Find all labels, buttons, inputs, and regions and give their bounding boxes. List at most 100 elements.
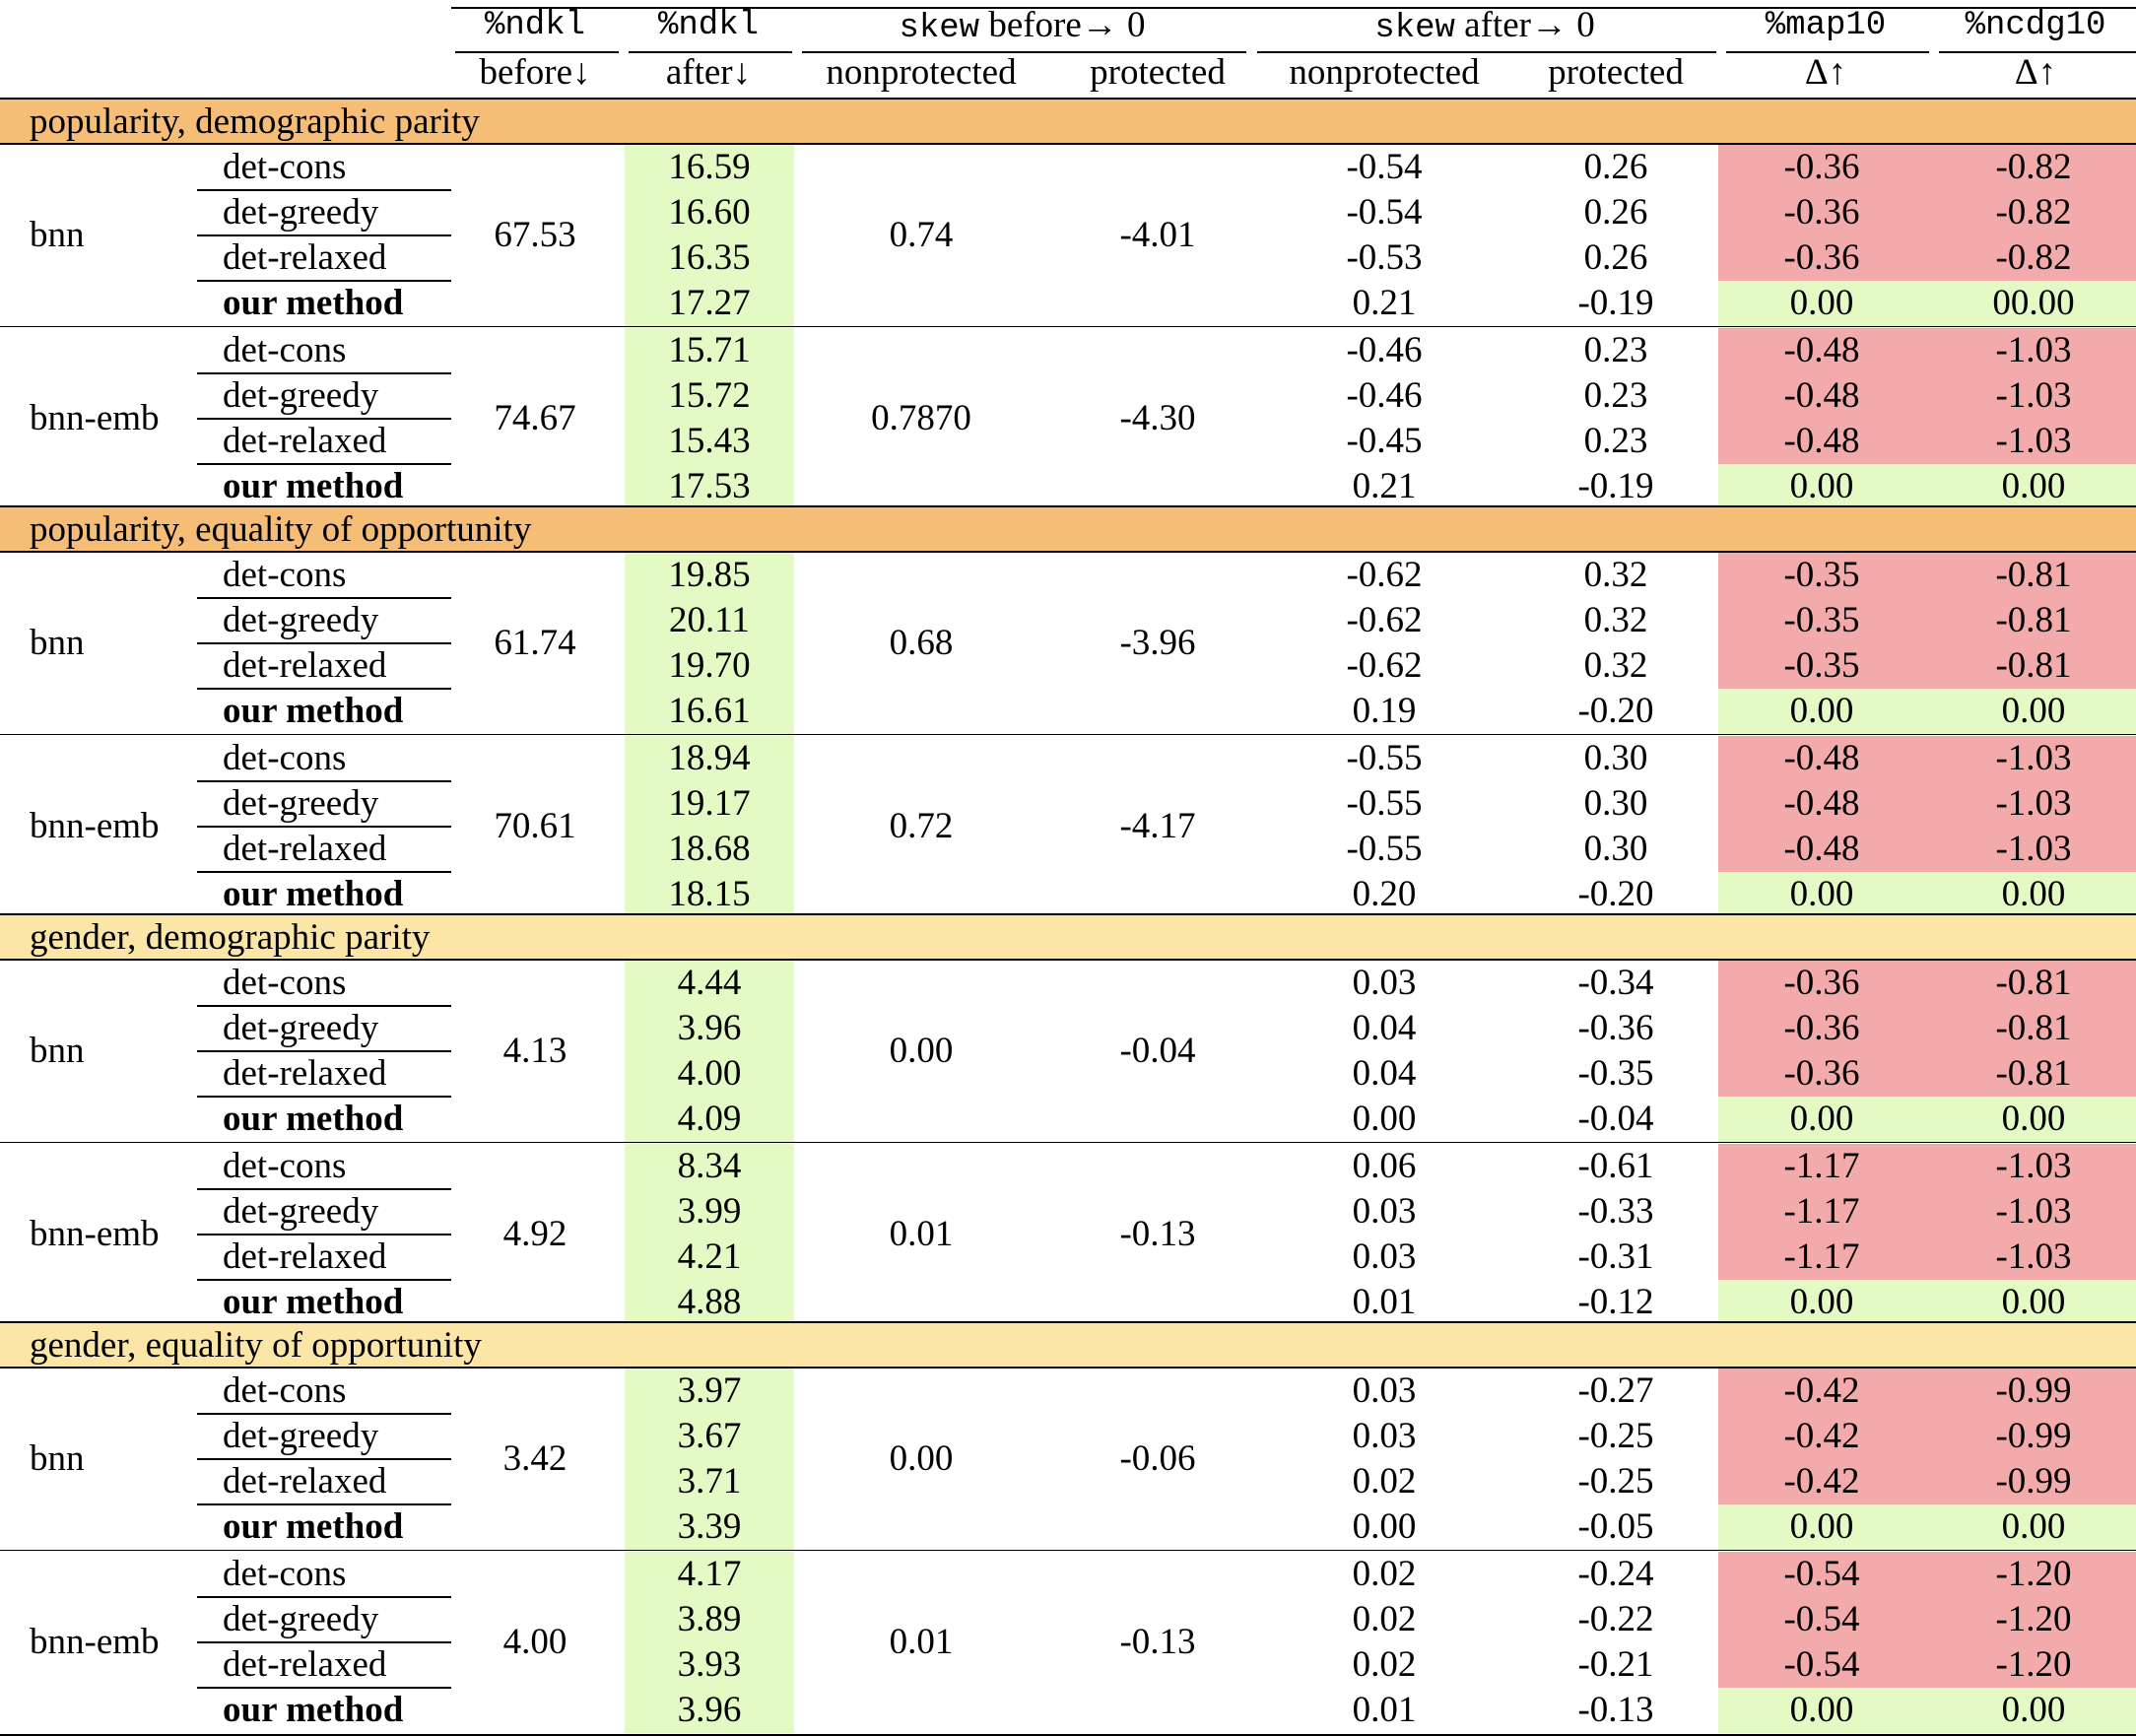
- method-name: det-relaxed: [223, 1053, 387, 1094]
- delta-red-highlight: [1718, 1144, 2136, 1280]
- section-rule: [0, 98, 2136, 100]
- method-name: det-cons: [223, 963, 347, 1003]
- header-map10-metric: %map10: [1765, 7, 1887, 44]
- group-rule: [0, 326, 2136, 327]
- section-title: popularity, equality of opportunity: [0, 507, 2136, 553]
- skew-after-nonprotected-value: -0.46: [1346, 375, 1423, 416]
- ncdg10-delta-value: -1.20: [1995, 1554, 2072, 1594]
- method-separator: [197, 189, 451, 191]
- delta-green-highlight: [1718, 1504, 2136, 1550]
- table-row: det-relaxed 3.93 0.02 -0.21 -0.54 -1.20: [0, 1642, 2136, 1688]
- skew-after-nonprotected-value: 0.03: [1352, 1191, 1417, 1232]
- model-group: bnn-emb 70.61 0.72 -4.17 det-cons 18.94 -0.55 0…: [0, 736, 2136, 917]
- skew-after-nonprotected-value: 0.21: [1352, 283, 1417, 323]
- method-separator: [197, 688, 451, 690]
- method-separator: [197, 280, 451, 282]
- ndkl-after-value: 15.43: [668, 421, 751, 461]
- ndkl-before-value: 4.92: [502, 1214, 567, 1254]
- method-name: det-relaxed: [223, 1236, 387, 1277]
- ndkl-after-value: 16.61: [668, 691, 751, 731]
- skew-after-protected-value: -0.27: [1577, 1370, 1654, 1411]
- skew-after-protected-value: 0.23: [1583, 330, 1648, 370]
- header-skew-before-label: before→ 0: [988, 5, 1146, 45]
- skew-before-protected-value: -0.06: [1119, 1438, 1196, 1479]
- section-rule: [0, 505, 2136, 507]
- method-separator: [197, 1234, 451, 1235]
- skew-after-protected-value: -0.31: [1577, 1236, 1654, 1277]
- ncdg10-delta-value: -0.81: [1995, 645, 2072, 686]
- skew-after-nonprotected-value: 0.00: [1352, 1099, 1417, 1139]
- skew-before-protected-value: -4.30: [1119, 398, 1196, 438]
- header-midrule: [802, 51, 1246, 53]
- group-rule: [0, 1142, 2136, 1143]
- ndkl-after-value: 4.09: [677, 1099, 742, 1139]
- ndkl-before-value: 74.67: [494, 398, 576, 438]
- skew-before-protected-value: -4.17: [1119, 806, 1196, 846]
- table-row: our method 17.53 0.21 -0.19 0.00 0.00: [0, 464, 2136, 509]
- model-group: bnn-emb 4.00 0.01 -0.13 det-cons 4.17 0.02 -0.2…: [0, 1552, 2136, 1733]
- ndkl-after-highlight: [625, 328, 794, 509]
- method-name: det-greedy: [223, 375, 379, 416]
- ndkl-before-value: 61.74: [494, 623, 576, 663]
- map10-delta-value: -0.36: [1783, 147, 1860, 187]
- map10-delta-value: -0.36: [1783, 192, 1860, 233]
- section-rule: [0, 143, 2136, 145]
- map10-delta-value: -0.36: [1783, 1008, 1860, 1048]
- header-skew-before-protected: protected: [1090, 52, 1226, 93]
- skew-after-protected-value: 0.26: [1583, 192, 1648, 233]
- ndkl-after-highlight: [625, 961, 794, 1142]
- group-rule: [0, 1550, 2136, 1551]
- method-name: our method: [223, 691, 404, 731]
- skew-after-protected-value: -0.20: [1577, 691, 1654, 731]
- table-row: det-cons 19.85 -0.62 0.32 -0.35 -0.81: [0, 553, 2136, 598]
- section-title: gender, equality of opportunity: [0, 1323, 2136, 1369]
- ndkl-after-value: 3.97: [677, 1370, 742, 1411]
- ndkl-before-value: 4.13: [502, 1031, 567, 1071]
- method-separator: [197, 1413, 451, 1415]
- map10-delta-value: -0.54: [1783, 1644, 1860, 1685]
- skew-after-nonprotected-value: 0.03: [1352, 1370, 1417, 1411]
- ncdg10-delta-value: -1.03: [1995, 1236, 2072, 1277]
- skew-after-nonprotected-value: -0.55: [1346, 738, 1423, 778]
- ncdg10-delta-value: -0.82: [1995, 147, 2072, 187]
- map10-delta-value: 0.00: [1789, 691, 1854, 731]
- header-skew-after-protected: protected: [1548, 52, 1684, 93]
- ndkl-after-value: 18.15: [668, 874, 751, 914]
- ndkl-after-highlight: [625, 1144, 794, 1325]
- model-name: bnn-emb: [30, 398, 160, 438]
- skew-after-protected-value: 0.30: [1583, 738, 1648, 778]
- model-group: bnn-emb 74.67 0.7870 -4.30 det-cons 15.71 -0.4…: [0, 328, 2136, 509]
- map10-delta-value: -0.48: [1783, 375, 1860, 416]
- skew-after-nonprotected-value: 0.20: [1352, 874, 1417, 914]
- ndkl-after-value: 20.11: [669, 600, 750, 640]
- table-row: our method 3.96 0.01 -0.13 0.00 0.00: [0, 1688, 2136, 1733]
- table-row: det-cons 4.17 0.02 -0.24 -0.54 -1.20: [0, 1552, 2136, 1597]
- skew-after-protected-value: 0.32: [1583, 555, 1648, 595]
- method-name: our method: [223, 874, 404, 914]
- ndkl-after-value: 4.17: [677, 1554, 742, 1594]
- map10-delta-value: 0.00: [1789, 466, 1854, 506]
- delta-red-highlight: [1718, 328, 2136, 464]
- table-row: det-relaxed 3.71 0.02 -0.25 -0.42 -0.99: [0, 1459, 2136, 1504]
- skew-after-nonprotected-value: -0.45: [1346, 421, 1423, 461]
- delta-red-highlight: [1718, 1369, 2136, 1504]
- skew-before-nonprotected-value: 0.72: [889, 806, 954, 846]
- method-separator: [197, 1005, 451, 1007]
- method-separator: [197, 1641, 451, 1643]
- header-ndkl-after-metric: %ndkl: [657, 7, 760, 44]
- model-group: bnn 61.74 0.68 -3.96 det-cons 19.85 -0.62 0.32 -…: [0, 553, 2136, 734]
- skew-after-nonprotected-value: 0.02: [1352, 1599, 1417, 1639]
- skew-after-nonprotected-value: 0.04: [1352, 1008, 1417, 1048]
- skew-after-protected-value: -0.61: [1577, 1146, 1654, 1186]
- ncdg10-delta-value: -0.82: [1995, 237, 2072, 278]
- table-row: det-relaxed 4.00 0.04 -0.35 -0.36 -0.81: [0, 1051, 2136, 1097]
- skew-before-nonprotected-value: 0.00: [889, 1438, 954, 1479]
- method-name: det-relaxed: [223, 645, 387, 686]
- skew-after-nonprotected-value: -0.53: [1346, 237, 1423, 278]
- ncdg10-delta-value: 0.00: [2001, 1282, 2066, 1322]
- ndkl-after-highlight: [625, 1369, 794, 1550]
- delta-red-highlight: [1718, 1552, 2136, 1688]
- delta-green-highlight: [1718, 1280, 2136, 1325]
- skew-after-protected-value: 0.32: [1583, 645, 1648, 686]
- skew-after-protected-value: -0.20: [1577, 874, 1654, 914]
